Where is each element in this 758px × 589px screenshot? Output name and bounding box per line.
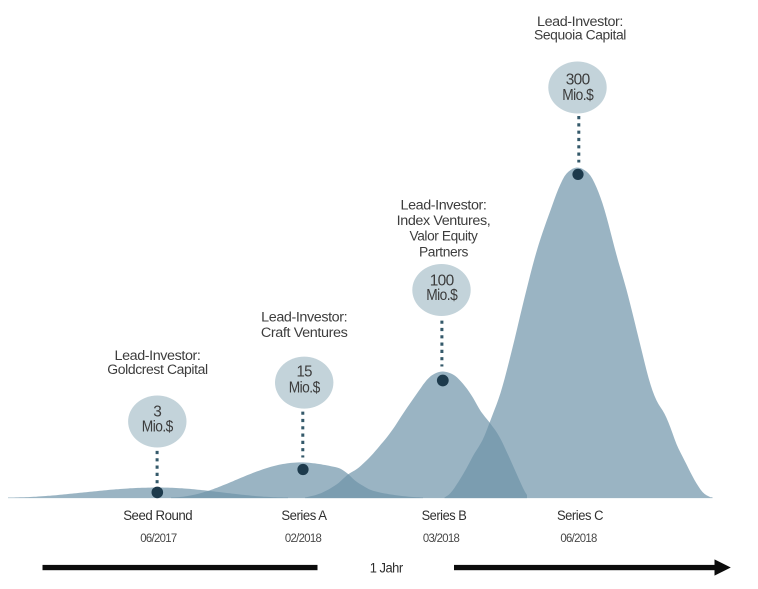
svg-text:Index Ventures,: Index Ventures, (397, 213, 491, 229)
svg-text:Mio.$: Mio.$ (289, 380, 321, 397)
svg-text:Mio.$: Mio.$ (142, 419, 174, 436)
svg-text:Lead-Investor:: Lead-Investor: (401, 198, 487, 214)
svg-text:02/2018: 02/2018 (285, 533, 321, 545)
svg-text:300: 300 (566, 71, 591, 88)
svg-text:Craft Ventures: Craft Ventures (261, 325, 348, 341)
svg-text:Valor Equity: Valor Equity (410, 229, 479, 245)
svg-text:Mio.$: Mio.$ (426, 287, 458, 304)
svg-text:Lead-Investor:: Lead-Investor: (537, 14, 623, 30)
svg-text:Sequoia Capital: Sequoia Capital (534, 28, 626, 44)
svg-text:3: 3 (153, 404, 161, 421)
svg-text:100: 100 (430, 273, 455, 290)
svg-text:Mio.$: Mio.$ (562, 87, 594, 104)
svg-text:03/2018: 03/2018 (423, 533, 459, 545)
svg-text:Series C: Series C (557, 508, 603, 524)
svg-text:06/2017: 06/2017 (140, 533, 176, 545)
svg-text:15: 15 (296, 364, 312, 381)
svg-text:Goldcrest Capital: Goldcrest Capital (107, 362, 208, 378)
svg-text:Lead-Investor:: Lead-Investor: (115, 348, 201, 364)
svg-text:Partners: Partners (419, 244, 468, 260)
svg-text:06/2018: 06/2018 (560, 533, 596, 545)
svg-text:Lead-Investor:: Lead-Investor: (261, 310, 347, 326)
svg-text:Series B: Series B (422, 508, 467, 524)
svg-text:Series A: Series A (281, 508, 327, 524)
svg-text:Seed Round: Seed Round (123, 508, 192, 524)
svg-text:1 Jahr: 1 Jahr (370, 560, 404, 575)
